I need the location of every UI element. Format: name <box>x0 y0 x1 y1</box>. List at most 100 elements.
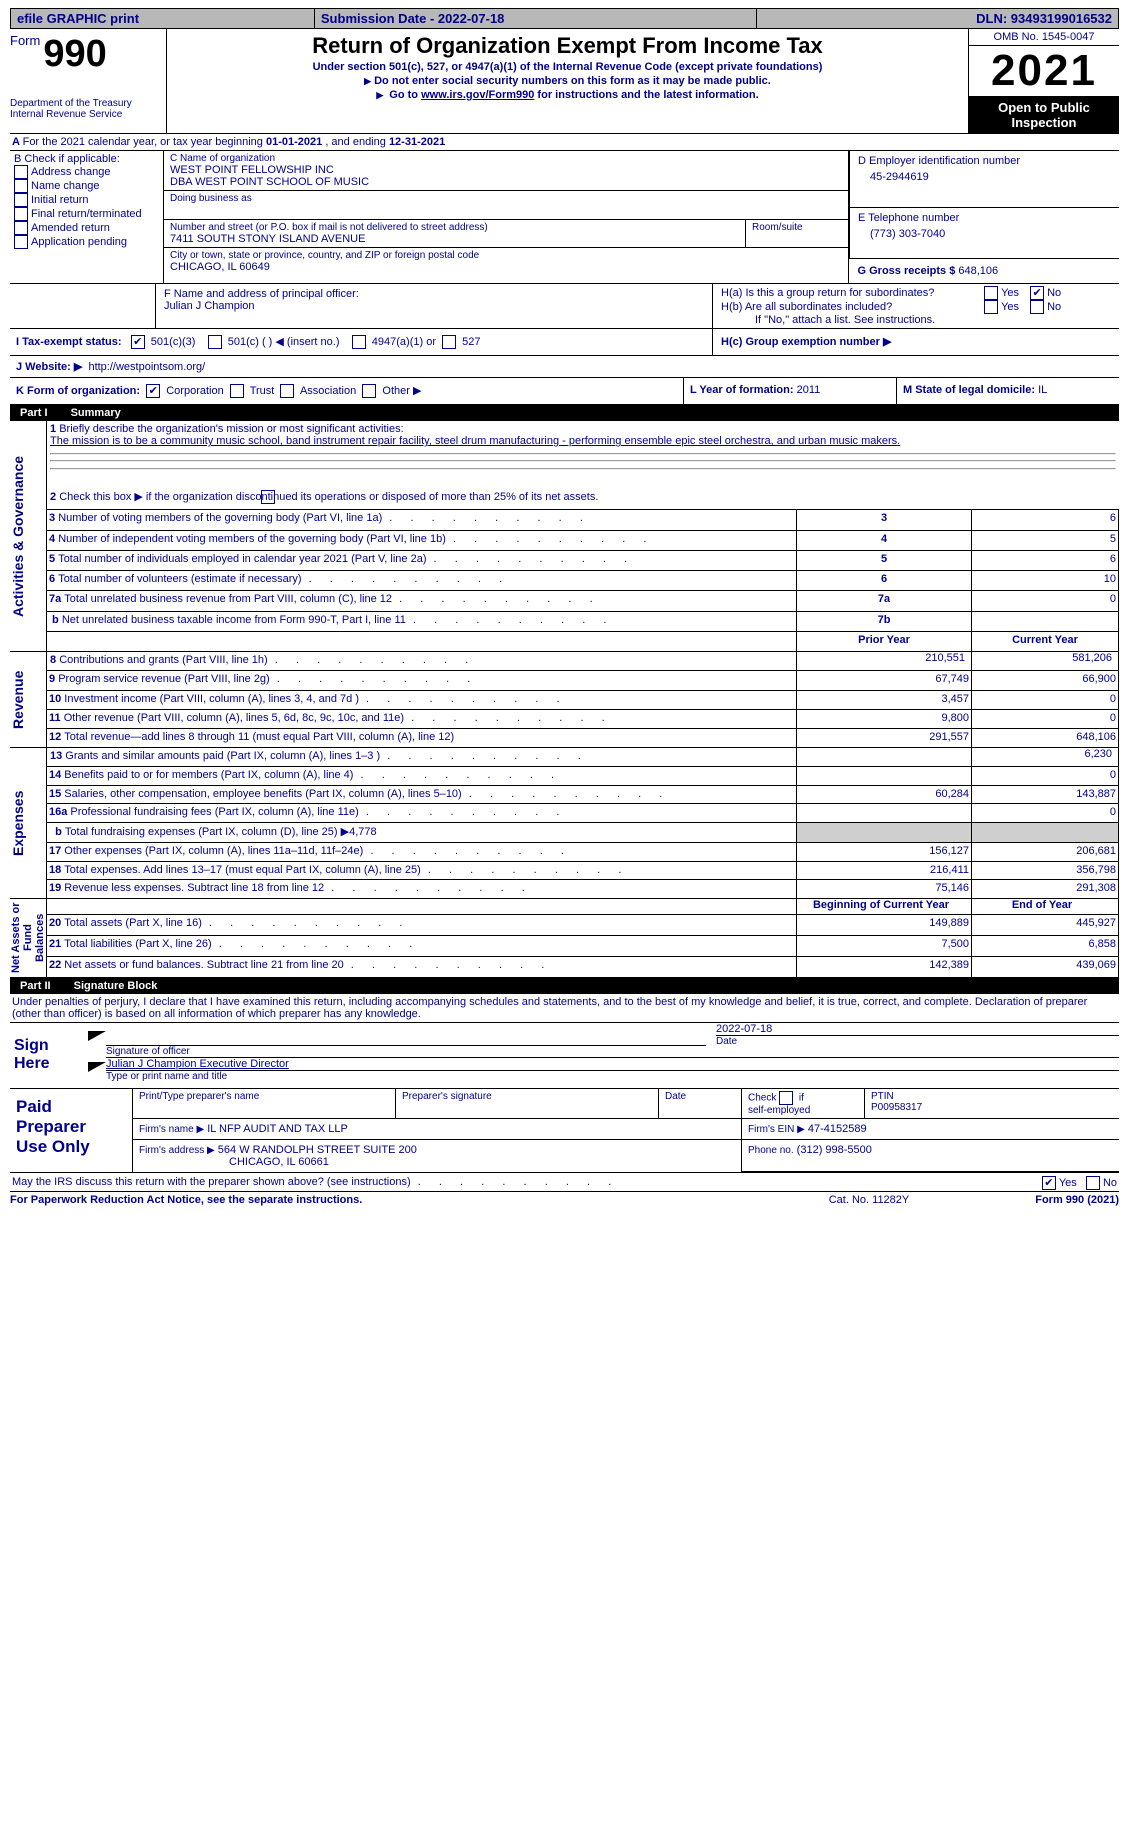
form-of-org-label: K Form of organization: <box>16 385 140 397</box>
rev-l8-py: 210,551 <box>797 652 972 671</box>
ptin-label: PTIN <box>871 1091 894 1102</box>
firm-addr-label: Firm's address ▶ <box>139 1145 215 1156</box>
rev-l9-text: Program service revenue (Part VIII, line… <box>58 673 474 685</box>
line-a-mid: , and ending <box>325 136 389 148</box>
exp-l16a-cy: 0 <box>972 804 1119 823</box>
part-i-header: Part I Summary <box>10 405 1119 421</box>
part-ii-title: Signature Block <box>74 980 158 992</box>
p1-l5-box: 5 <box>797 550 972 570</box>
checkbox-discontinued[interactable] <box>261 490 275 504</box>
checkbox-discuss-yes[interactable] <box>1042 1176 1056 1190</box>
checkbox-ha-no[interactable] <box>1030 286 1044 300</box>
checkbox-527[interactable] <box>442 335 456 349</box>
checkbox-amended-return[interactable] <box>14 221 28 235</box>
rev-l8-text: Contributions and grants (Part VIII, lin… <box>59 654 472 666</box>
p1-l7a-box: 7a <box>797 591 972 611</box>
form990-link[interactable]: www.irs.gov/Form990 <box>421 89 534 101</box>
c-title: C Name of organization <box>170 153 842 164</box>
p1-line1-label: Briefly describe the organization's miss… <box>59 423 403 435</box>
paid-preparer-label: Paid Preparer Use Only <box>10 1089 133 1173</box>
firm-phone-label: Phone no. <box>748 1145 794 1156</box>
h-note: If "No," attach a list. See instructions… <box>721 314 1111 326</box>
checkbox-final-return[interactable] <box>14 207 28 221</box>
exp-l18-cy: 356,798 <box>972 861 1119 880</box>
form-footer-year: (2021) <box>1084 1194 1119 1206</box>
checkbox-name-change[interactable] <box>14 179 28 193</box>
checkbox-application-pending[interactable] <box>14 235 28 249</box>
vlabel-netassets: Net Assets or Fund Balances <box>10 899 46 977</box>
checkbox-hb-yes[interactable] <box>984 300 998 314</box>
checkbox-assoc[interactable] <box>280 384 294 398</box>
exp-l17-py: 156,127 <box>797 842 972 861</box>
h-c-label: H(c) Group exemption number ▶ <box>721 336 891 348</box>
arrow-icon <box>376 89 386 101</box>
checkbox-initial-return[interactable] <box>14 193 28 207</box>
checkbox-4947[interactable] <box>352 335 366 349</box>
street-label: Number and street (or P.O. box if mail i… <box>170 222 739 233</box>
dba-label: Doing business as <box>170 193 842 204</box>
checkbox-other[interactable] <box>362 384 376 398</box>
b-item: Amended return <box>31 222 110 234</box>
firm-phone: (312) 998-5500 <box>797 1144 872 1156</box>
p1-l4-text: Number of independent voting members of … <box>58 533 650 545</box>
b-item: Initial return <box>31 194 88 206</box>
exp-l16a-py <box>797 804 972 823</box>
b-item: Name change <box>31 180 100 192</box>
exp-l18-py: 216,411 <box>797 861 972 880</box>
b-item: Application pending <box>31 236 127 248</box>
p1-line2: Check this box ▶ if the organization dis… <box>59 491 598 503</box>
triangle-icon <box>88 1062 106 1072</box>
open-inspection: Open to Public Inspection <box>969 97 1119 133</box>
na-l22-cy: 439,069 <box>972 957 1119 978</box>
checkbox-501c3[interactable] <box>131 335 145 349</box>
rev-l9-py: 67,749 <box>797 671 972 690</box>
checkbox-trust[interactable] <box>230 384 244 398</box>
exp-l13-text: Grants and similar amounts paid (Part IX… <box>65 750 585 762</box>
preparer-block: Paid Preparer Use Only Print/Type prepar… <box>10 1089 1119 1173</box>
website-url: http://westpointsom.org/ <box>88 361 205 373</box>
officer-name: Julian J Champion <box>164 300 704 312</box>
rev-l8-cy: 581,206 <box>972 652 1119 671</box>
na-l22-py: 142,389 <box>797 957 972 978</box>
checkbox-self-employed[interactable] <box>779 1091 793 1105</box>
prep-self-employed: Check <box>748 1093 779 1104</box>
line-a: A For the 2021 calendar year, or tax yea… <box>10 134 1119 151</box>
rev-l12-cy: 648,106 <box>972 728 1119 747</box>
p1-l3-val: 6 <box>972 510 1119 530</box>
part-ii-header: Part II Signature Block <box>10 978 1119 994</box>
city-label: City or town, state or province, country… <box>170 250 842 261</box>
exp-l14-text: Benefits paid to or for members (Part IX… <box>64 769 558 781</box>
checkbox-address-change[interactable] <box>14 165 28 179</box>
p1-l7b-val <box>972 611 1119 631</box>
checkbox-discuss-no[interactable] <box>1086 1176 1100 1190</box>
exp-l19-cy: 291,308 <box>972 880 1119 899</box>
part-ii-label: Part II <box>10 978 61 994</box>
na-l22-text: Net assets or fund balances. Subtract li… <box>64 959 548 971</box>
exp-l19-py: 75,146 <box>797 880 972 899</box>
na-l21-cy: 6,858 <box>972 936 1119 957</box>
tax-exempt-label: I Tax-exempt status: <box>16 336 122 348</box>
prep-date-label: Date <box>659 1089 742 1119</box>
efile-label: efile GRAPHIC print <box>11 9 315 29</box>
rev-l10-cy: 0 <box>972 690 1119 709</box>
form-footer-num: 990 <box>1066 1194 1084 1206</box>
form-number: 990 <box>43 33 106 76</box>
section-b: B Check if applicable: Address change Na… <box>10 151 164 283</box>
org-name-2: DBA WEST POINT SCHOOL OF MUSIC <box>170 176 842 188</box>
exp-l15-text: Salaries, other compensation, employee b… <box>64 788 666 800</box>
no-label: No <box>1103 1177 1117 1189</box>
checkbox-ha-yes[interactable] <box>984 286 998 300</box>
sig-date-label: Date <box>716 1035 1119 1047</box>
state-domicile: IL <box>1038 384 1047 396</box>
na-l21-py: 7,500 <box>797 936 972 957</box>
f-h-block: F Name and address of principal officer:… <box>10 283 1119 328</box>
checkbox-501c[interactable] <box>208 335 222 349</box>
checkbox-hb-no[interactable] <box>1030 300 1044 314</box>
na-l20-py: 149,889 <box>797 915 972 936</box>
firm-addr1: 564 W RANDOLPH STREET SUITE 200 <box>218 1144 417 1156</box>
checkbox-corp[interactable] <box>146 384 160 398</box>
p1-l5-text: Total number of individuals employed in … <box>58 553 631 565</box>
exp-l14-py <box>797 766 972 785</box>
tax-year: 2021 <box>969 46 1119 97</box>
exp-l15-cy: 143,887 <box>972 785 1119 804</box>
